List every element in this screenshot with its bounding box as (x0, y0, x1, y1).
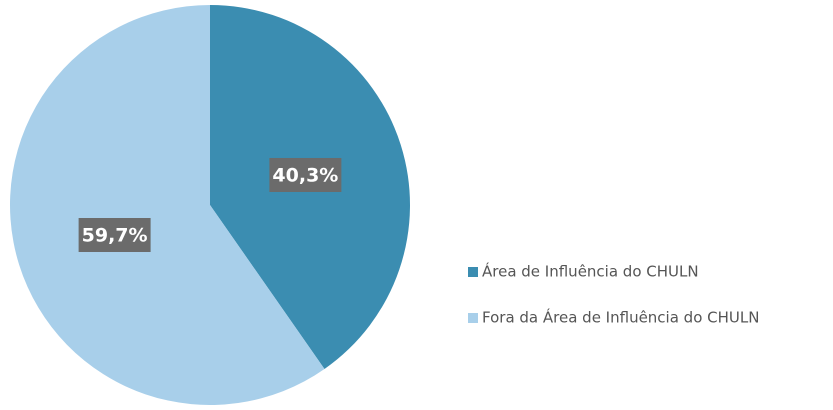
data-label-box (269, 157, 342, 192)
legend-label: Área de Influência do CHULN (482, 262, 699, 281)
data-label-box (78, 218, 151, 253)
legend-swatch (468, 313, 478, 323)
data-label: 40,3% (272, 164, 338, 186)
pie-slice (9, 5, 325, 405)
legend-label: Fora da Área de Influência do CHULN (482, 308, 759, 327)
data-label: 59,7% (82, 225, 148, 247)
legend-swatch (468, 267, 478, 277)
